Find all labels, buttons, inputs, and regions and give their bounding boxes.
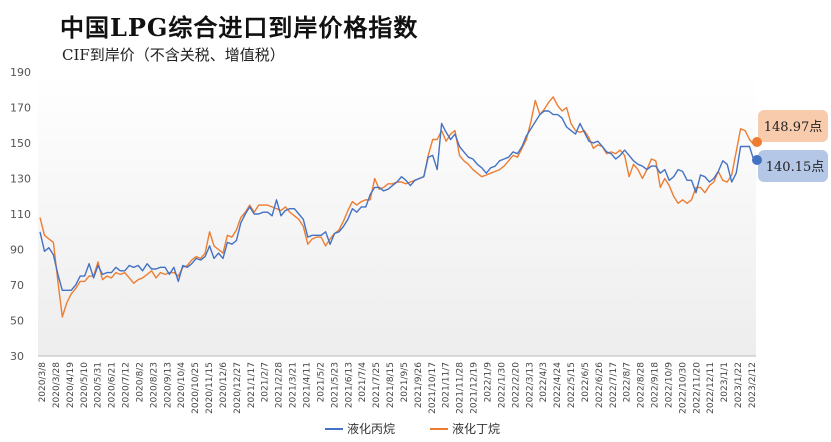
x-tick-label: 2021/8/15 xyxy=(386,362,396,408)
y-tick-label: 50 xyxy=(10,315,24,328)
x-tick-label: 2022/8/28 xyxy=(637,362,647,408)
legend: 液化丙烷 液化丁烷 xyxy=(325,421,500,436)
x-tick-label: 2020/8/2 xyxy=(135,362,145,402)
x-tick-label: 2021/3/21 xyxy=(289,362,299,408)
x-tick-label: 2022/7/17 xyxy=(609,362,619,408)
y-tick-label: 90 xyxy=(10,244,24,257)
x-tick-label: 2020/5/31 xyxy=(94,362,104,408)
x-tick-label: 2022/6/26 xyxy=(595,362,605,408)
x-tick-label: 2022/4/3 xyxy=(539,362,549,402)
x-tick-label: 2020/3/28 xyxy=(52,362,62,408)
x-tick-label: 2022/9/18 xyxy=(651,362,661,408)
y-tick-label: 150 xyxy=(10,137,31,150)
x-tick-label: 2020/12/27 xyxy=(233,362,243,414)
x-tick-label: 2022/10/9 xyxy=(664,362,674,408)
y-tick-label: 170 xyxy=(10,102,31,115)
end-value-callouts: 148.97点 140.15点 xyxy=(752,110,828,182)
x-tick-label: 2021/9/26 xyxy=(414,362,424,408)
legend-label: 液化丙烷 xyxy=(347,421,395,436)
x-tick-label: 2020/12/6 xyxy=(219,362,229,408)
x-tick-label: 2020/10/4 xyxy=(177,362,187,408)
x-tick-label: 2021/1/17 xyxy=(247,362,257,408)
x-tick-label: 2022/1/9 xyxy=(483,362,493,403)
y-tick-label: 70 xyxy=(10,279,24,292)
y-tick-label: 30 xyxy=(10,350,24,363)
x-tick-label: 2022/10/30 xyxy=(678,362,688,414)
x-tick-label: 2021/5/23 xyxy=(330,362,340,408)
x-tick-label: 2022/6/5 xyxy=(581,362,591,402)
x-tick-label: 2021/9/5 xyxy=(400,362,410,402)
x-tick-label: 2021/7/25 xyxy=(372,362,382,408)
x-tick-label: 2021/6/13 xyxy=(344,362,354,408)
x-tick-label: 2023/1/1 xyxy=(720,362,730,402)
legend-label: 液化丁烷 xyxy=(452,421,500,436)
x-tick-label: 2023/2/12 xyxy=(748,362,758,408)
x-tick-label: 2020/9/13 xyxy=(163,362,173,408)
x-tick-label: 2022/2/20 xyxy=(511,362,521,408)
x-tick-label: 2023/1/22 xyxy=(734,362,744,408)
x-tick-label: 2021/11/28 xyxy=(456,362,466,414)
x-tick-label: 2022/1/30 xyxy=(497,362,507,408)
butane-end-label: 148.97点 xyxy=(764,120,823,135)
x-tick-label: 2022/11/20 xyxy=(692,362,702,414)
x-tick-label: 2021/12/19 xyxy=(470,362,480,414)
x-tick-label: 2020/5/10 xyxy=(80,362,90,408)
x-tick-label: 2022/5/15 xyxy=(567,362,577,408)
x-tick-label: 2022/3/13 xyxy=(525,362,535,408)
butane-end-marker xyxy=(752,137,762,147)
y-tick-label: 130 xyxy=(10,173,31,186)
x-tick-label: 2022/12/11 xyxy=(706,362,716,414)
x-tick-label: 2020/7/12 xyxy=(122,362,132,408)
plot-area xyxy=(38,72,756,356)
y-tick-label: 110 xyxy=(10,208,31,221)
x-tick-label: 2020/4/19 xyxy=(66,362,76,408)
x-axis: 2020/3/8 2020/3/28 2020/4/19 2020/5/10 2020/… xyxy=(38,356,758,414)
x-tick-label: 2020/11/15 xyxy=(205,362,215,414)
x-tick-label: 2020/10/25 xyxy=(191,362,201,414)
x-tick-label: 2021/2/7 xyxy=(261,362,271,402)
y-tick-label: 190 xyxy=(10,66,31,79)
x-tick-label: 2021/7/4 xyxy=(358,362,368,403)
x-tick-label: 2021/5/2 xyxy=(316,362,326,402)
y-axis: 30 50 70 90 110 130 150 170 190 xyxy=(10,66,31,363)
x-tick-label: 2020/8/23 xyxy=(149,362,159,408)
x-tick-label: 2020/6/21 xyxy=(108,362,118,408)
x-tick-label: 2021/2/28 xyxy=(275,362,285,408)
x-tick-label: 2021/11/7 xyxy=(442,362,452,408)
propane-end-label: 140.15点 xyxy=(766,160,825,175)
x-tick-label: 2022/4/24 xyxy=(553,362,563,408)
line-chart: 30 50 70 90 110 130 150 170 190 2020/3/8 2020/3/2… xyxy=(0,0,831,442)
x-tick-label: 2022/8/7 xyxy=(623,362,633,402)
propane-end-marker xyxy=(752,155,762,165)
x-tick-label: 2020/3/8 xyxy=(38,362,48,403)
x-tick-label: 2021/4/11 xyxy=(303,362,313,408)
x-tick-label: 2021/10/17 xyxy=(428,362,438,414)
